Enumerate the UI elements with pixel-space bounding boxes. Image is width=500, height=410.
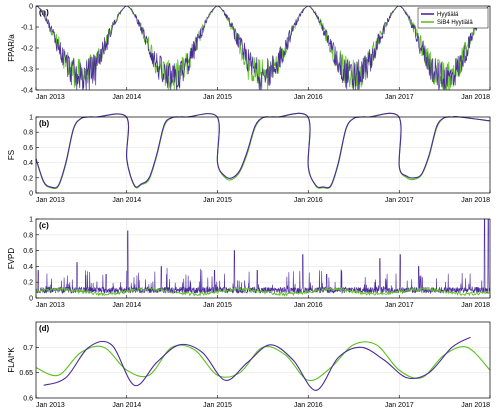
- x-tick-label: Jan 2016: [294, 94, 323, 101]
- y-tick-label: 0.8: [23, 232, 33, 239]
- legend: Hyytiälä SiB4 Hyytiälä: [417, 7, 489, 29]
- x-tick-label: Jan 2013: [36, 94, 65, 101]
- y-tick-label: 0.2: [23, 280, 33, 287]
- series-line-hyytiala: [36, 219, 490, 295]
- series-line-hyytiala: [36, 6, 490, 90]
- y-tick-label: 0.6: [23, 248, 33, 255]
- x-tick-label: Jan 2017: [385, 402, 414, 409]
- panel-c: 0 0.2 0.4 0.6 0.8 1 Jan 2013 Jan 2014 Jan 2015 Ja…: [7, 217, 491, 309]
- legend-box: [417, 7, 489, 29]
- axes-frame: [35, 5, 491, 91]
- panel-a: -0.4 -0.3 -0.2 -0.1 0 Jan 2013 Jan 2014 Jan 201…: [7, 4, 491, 101]
- y-tick-label: -0.3: [21, 67, 33, 74]
- x-tick-label: Jan 2014: [112, 197, 141, 204]
- y-axis-label: FLAI*K: [7, 347, 16, 373]
- x-tick-label: Jan 2014: [112, 302, 141, 309]
- y-tick-label: 1: [29, 115, 33, 122]
- x-tick-label: Jan 2013: [36, 302, 65, 309]
- y-tick-label: 0.4: [23, 264, 33, 271]
- panel-d: 0.6 0.65 0.7 Jan 2013 Jan 2014 Jan 2015 Jan 20…: [7, 321, 491, 409]
- x-tick-label: Jan 2013: [36, 197, 65, 204]
- y-tick-label: 0.4: [23, 160, 33, 167]
- plot-area: [36, 219, 490, 298]
- x-tick-label: Jan 2014: [112, 402, 141, 409]
- axes-frame: [35, 321, 491, 399]
- x-tick-label: Jan 2018: [461, 402, 490, 409]
- y-tick-label: -0.2: [21, 46, 33, 53]
- y-tick-label: 1: [29, 217, 33, 224]
- series-line-hyytiala: [43, 336, 471, 391]
- x-tick-label: Jan 2017: [385, 302, 414, 309]
- y-tick-label: 0: [29, 191, 33, 198]
- panel-label: (a): [39, 8, 49, 17]
- x-tick-label: Jan 2015: [203, 302, 232, 309]
- series-line-sib4: [36, 286, 490, 297]
- y-tick-label: 0: [29, 4, 33, 11]
- x-tick-label: Jan 2017: [385, 197, 414, 204]
- y-axis-label: FS: [7, 150, 16, 160]
- x-tick-label: Jan 2015: [203, 197, 232, 204]
- axes-frame: [35, 116, 491, 194]
- x-tick-label: Jan 2015: [203, 94, 232, 101]
- panel-label: (d): [39, 324, 50, 333]
- plot-area: [36, 322, 490, 398]
- axes-frame: [35, 218, 491, 299]
- legend-entry-label: Hyytiälä: [437, 12, 459, 18]
- x-tick-label: Jan 2017: [385, 94, 414, 101]
- x-tick-label: Jan 2016: [294, 302, 323, 309]
- y-tick-label: 0.8: [23, 130, 33, 137]
- x-tick-label: Jan 2014: [112, 94, 141, 101]
- panel-label: (c): [39, 221, 49, 230]
- y-tick-label: -0.4: [21, 88, 33, 95]
- x-tick-label: Jan 2016: [294, 197, 323, 204]
- y-tick-label: 0: [29, 296, 33, 303]
- panel-label: (b): [39, 119, 50, 128]
- y-tick-label: 0.65: [19, 370, 33, 377]
- panel-b: 0 0.2 0.4 0.6 0.8 1 Jan 2013 Jan 2014 Jan 2015 Ja…: [7, 112, 491, 204]
- y-tick-label: 0.6: [23, 396, 33, 403]
- plot-area: [36, 117, 490, 193]
- x-tick-label: Jan 2013: [36, 402, 65, 409]
- y-tick-label: 0.6: [23, 145, 33, 152]
- x-tick-label: Jan 2018: [461, 94, 490, 101]
- y-axis-label: FPAR/a: [7, 34, 16, 62]
- x-tick-label: Jan 2015: [203, 402, 232, 409]
- x-tick-label: Jan 2018: [461, 197, 490, 204]
- y-tick-label: 0.7: [23, 345, 33, 352]
- x-tick-label: Jan 2016: [294, 402, 323, 409]
- y-tick-label: 0.2: [23, 175, 33, 182]
- y-tick-label: -0.1: [21, 25, 33, 32]
- legend-entry-label: SiB4 Hyytiälä: [437, 20, 473, 26]
- x-tick-label: Jan 2018: [461, 302, 490, 309]
- y-axis-label: FVPD: [7, 248, 16, 270]
